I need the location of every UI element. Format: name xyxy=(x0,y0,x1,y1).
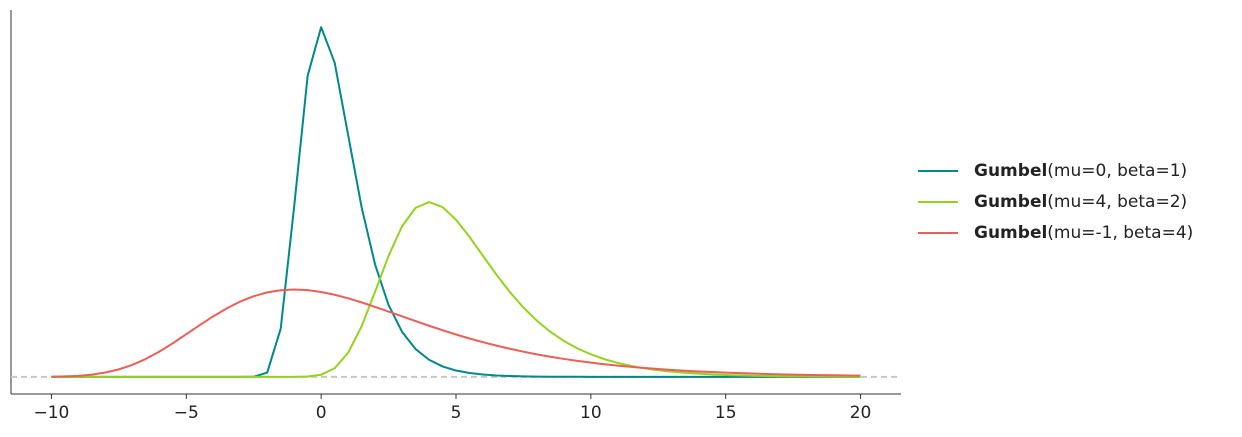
x-tick-label: 10 xyxy=(580,403,602,423)
legend-label: Gumbel(mu=-1, beta=4) xyxy=(974,223,1193,243)
legend-label: Gumbel(mu=4, beta=2) xyxy=(974,192,1187,212)
line-series xyxy=(51,201,861,378)
x-tick-label: 20 xyxy=(850,403,872,423)
x-tick-label: 5 xyxy=(451,403,462,423)
legend-label: Gumbel(mu=0, beta=1) xyxy=(974,161,1187,181)
x-tick-label: −5 xyxy=(174,403,199,423)
x-tick-label: −10 xyxy=(34,403,70,423)
line-series xyxy=(51,26,861,378)
x-tick-label: 15 xyxy=(715,403,737,423)
line-series xyxy=(51,288,861,378)
x-tick-label: 0 xyxy=(316,403,327,423)
